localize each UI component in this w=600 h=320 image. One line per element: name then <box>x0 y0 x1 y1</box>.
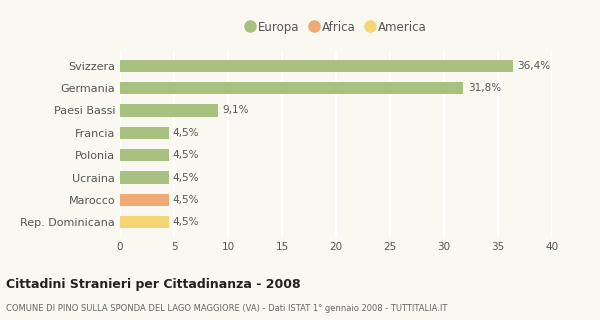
Bar <box>120 82 463 94</box>
Text: 4,5%: 4,5% <box>173 195 199 205</box>
Text: 9,1%: 9,1% <box>223 106 249 116</box>
Text: COMUNE DI PINO SULLA SPONDA DEL LAGO MAGGIORE (VA) - Dati ISTAT 1° gennaio 2008 : COMUNE DI PINO SULLA SPONDA DEL LAGO MAG… <box>6 304 448 313</box>
Bar <box>120 194 169 206</box>
Bar <box>120 104 218 116</box>
Text: 4,5%: 4,5% <box>173 172 199 182</box>
Bar <box>120 149 169 161</box>
Bar <box>120 127 169 139</box>
Text: Cittadini Stranieri per Cittadinanza - 2008: Cittadini Stranieri per Cittadinanza - 2… <box>6 278 301 292</box>
Text: 31,8%: 31,8% <box>468 83 501 93</box>
Bar <box>120 172 169 184</box>
Text: 4,5%: 4,5% <box>173 217 199 227</box>
Text: 4,5%: 4,5% <box>173 128 199 138</box>
Legend: Europa, Africa, America: Europa, Africa, America <box>241 16 431 39</box>
Text: 36,4%: 36,4% <box>517 61 551 71</box>
Text: 4,5%: 4,5% <box>173 150 199 160</box>
Bar <box>120 216 169 228</box>
Bar <box>120 60 513 72</box>
